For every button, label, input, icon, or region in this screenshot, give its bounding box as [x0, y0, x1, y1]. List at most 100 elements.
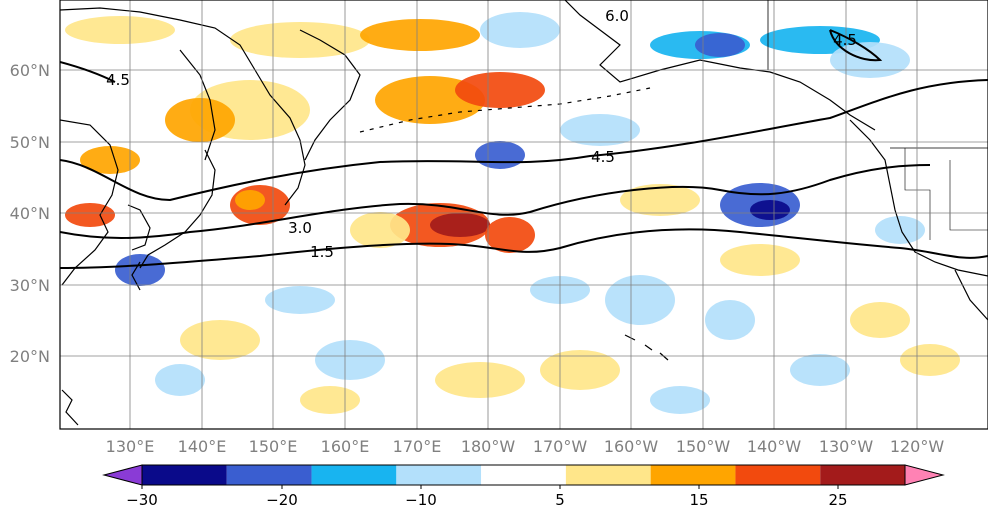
contour-label: 4.5 [833, 31, 857, 49]
colorbar-bin [565, 465, 651, 485]
colorbar-bin [226, 465, 312, 485]
latitude-label: 50°N [10, 133, 50, 152]
colorbar-bin [396, 465, 482, 485]
anomaly-patch [475, 141, 525, 169]
contour-label: 1.5 [310, 243, 334, 261]
coastline-kamchatka [299, 29, 361, 161]
anomaly-patch [435, 362, 525, 398]
anomaly-patch [875, 216, 925, 244]
anomaly-patch [850, 302, 910, 338]
anomaly-patch [605, 275, 675, 325]
latitude-labels: 60°N 50°N 40°N 30°N 20°N [10, 61, 50, 366]
colorbar-tick-label: −10 [405, 491, 437, 509]
anomaly-patch [485, 217, 535, 253]
coastline-north-america [849, 119, 988, 277]
longitude-labels: 130°E 140°E 150°E 160°E 170°E 180°W 170°W 160°W… [106, 437, 945, 456]
coastline-baja [954, 269, 988, 321]
anomaly-patch [165, 98, 235, 142]
anomaly-patch [265, 286, 335, 314]
border-states [904, 148, 988, 240]
longitude-label: 130°E [106, 437, 155, 456]
contour-label: 4.5 [591, 148, 615, 166]
longitude-label: 140°E [178, 437, 227, 456]
colorbar: −30 −20 −10 5 15 25 [102, 464, 945, 509]
contour-line [60, 228, 988, 269]
anomaly-patch [620, 184, 700, 216]
longitude-label: 150°E [249, 437, 298, 456]
anomaly-patch [720, 244, 800, 276]
anomaly-patch [705, 300, 755, 340]
anomaly-patch [315, 340, 385, 380]
coastline-hawaii [624, 334, 669, 361]
longitude-label: 140°W [747, 437, 802, 456]
anomaly-patch [430, 213, 490, 237]
border-canada-us [767, 0, 988, 149]
anomaly-patch [455, 72, 545, 108]
coastline-korea [127, 204, 151, 251]
anomaly-patch [65, 16, 175, 44]
gridlines [60, 0, 988, 429]
contour-line [60, 164, 931, 239]
colorbar-extend-low [102, 464, 143, 486]
anomaly-patch [180, 320, 260, 360]
colorbar-bin [311, 465, 397, 485]
anomaly-patch [80, 146, 140, 174]
contour-line [60, 79, 988, 202]
longitude-label: 160°E [321, 437, 370, 456]
colorbar-tick-label: −20 [266, 491, 298, 509]
coastline-philippines [61, 389, 79, 426]
coastline-alaska [564, 0, 876, 131]
contour-line [829, 29, 883, 62]
latitude-label: 30°N [10, 276, 50, 295]
colorbar-tick-label: 5 [555, 491, 565, 509]
map-frame [59, 0, 988, 430]
colorbar-frame [141, 464, 906, 486]
anomaly-patch [350, 212, 410, 248]
contours: 4.5 4.5 4.5 3.0 1.5 6.0 [60, 7, 988, 269]
longitude-label: 150°W [676, 437, 731, 456]
coastline-japan [139, 149, 216, 269]
anomaly-patch [900, 344, 960, 376]
anomaly-field [65, 12, 960, 414]
longitude-label: 180°W [461, 437, 516, 456]
longitude-label: 120°W [890, 437, 945, 456]
anomaly-patch [115, 254, 165, 286]
anomaly-patch [235, 190, 265, 210]
colorbar-bin [735, 465, 821, 485]
colorbar-bin [820, 465, 905, 485]
contour-label: 4.5 [106, 71, 130, 89]
anomaly-patch [650, 386, 710, 414]
colorbar-extend-high [904, 464, 945, 486]
colorbar-bin [142, 465, 227, 485]
longitude-label: 130°W [819, 437, 874, 456]
coastline-aleutians [359, 87, 651, 133]
colorbar-bin [481, 465, 566, 485]
anomaly-patch [480, 12, 560, 48]
anomaly-patch [65, 203, 115, 227]
anomaly-patch [790, 354, 850, 386]
contour-label: 6.0 [605, 7, 629, 25]
colorbar-tick-label: 15 [689, 491, 708, 509]
longitude-label: 160°W [604, 437, 659, 456]
anomaly-patch [155, 364, 205, 396]
anomaly-patch [695, 33, 745, 57]
longitude-label: 170°W [533, 437, 588, 456]
anomaly-patch [300, 386, 360, 414]
longitude-label: 170°E [393, 437, 442, 456]
contour-label: 3.0 [288, 219, 312, 237]
contour-line [60, 61, 116, 83]
colorbar-tick-label: 25 [828, 491, 847, 509]
coastlines [60, 0, 988, 426]
map-panel: 4.5 4.5 4.5 3.0 1.5 6.0 [59, 0, 988, 430]
anomaly-patch [750, 200, 790, 220]
coastline-china [60, 119, 119, 286]
colorbar-bin [650, 465, 736, 485]
anomaly-patch [360, 19, 480, 51]
latitude-label: 60°N [10, 61, 50, 80]
latitude-label: 20°N [10, 347, 50, 366]
latitude-label: 40°N [10, 204, 50, 223]
anomaly-patch [230, 22, 370, 58]
anomaly-patch [560, 114, 640, 146]
